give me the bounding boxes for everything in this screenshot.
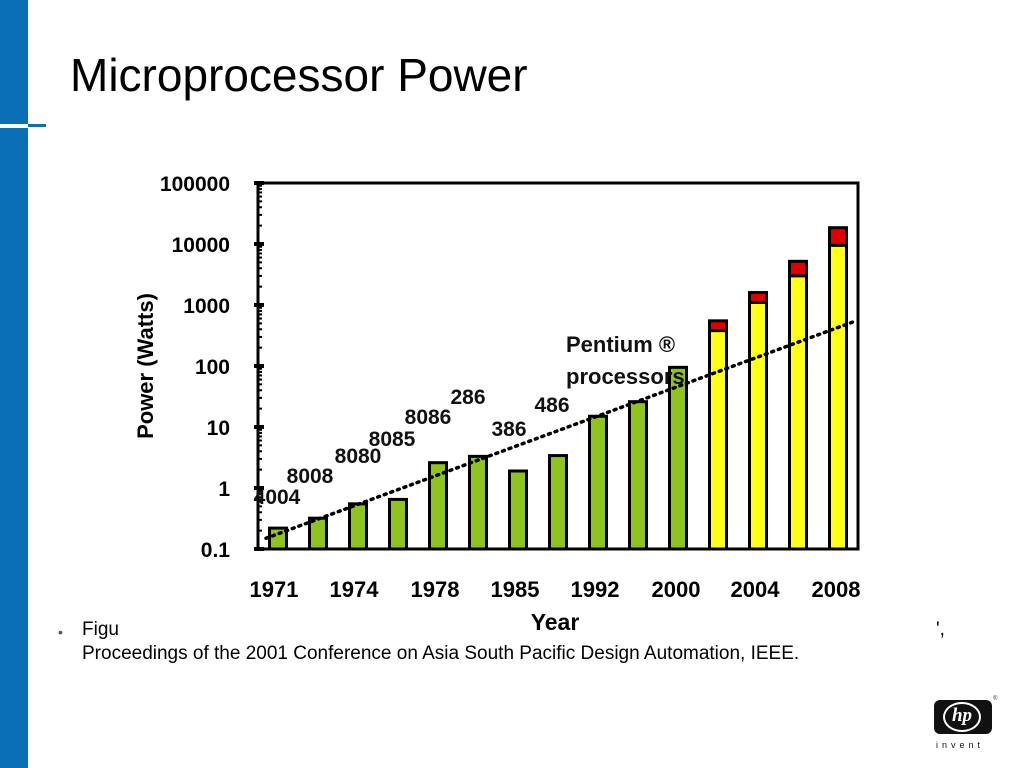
bar: [548, 454, 568, 551]
bar: [388, 497, 408, 551]
y-tick-label: 10000: [172, 234, 230, 257]
x-tick-label: 1985: [491, 577, 540, 602]
hp-logo: hp ® invent: [934, 696, 997, 750]
hp-badge: hp: [934, 700, 992, 734]
x-tick-label: 1974: [330, 577, 380, 602]
x-tick-label: 2004: [731, 577, 781, 602]
pentium-annotation-line2: processors: [566, 364, 685, 389]
x-tick-label: 2008: [812, 577, 861, 602]
left-accent-line: [28, 124, 46, 127]
bar: [428, 461, 448, 551]
caption-line-2: Proceedings of the 2001 Conference on As…: [82, 643, 800, 664]
hp-logo-icon: hp: [943, 702, 981, 732]
x-tick-label: 2000: [652, 577, 701, 602]
bullet-glyph: •: [58, 624, 63, 640]
pentium-annotation-line1: Pentium ®: [566, 332, 675, 357]
y-tick-label: 10: [207, 417, 230, 440]
y-tick-label: 100: [195, 356, 230, 379]
processor-label: 486: [534, 394, 569, 417]
bar: [588, 414, 608, 551]
processor-label: 8085: [369, 428, 416, 451]
hp-tagline: invent: [936, 740, 985, 750]
caption-line-1-tail: ',: [936, 619, 945, 640]
x-tick-label: 1992: [571, 577, 620, 602]
trend-line: [264, 319, 858, 541]
x-tick-label: 1971: [250, 577, 299, 602]
bar: [268, 526, 288, 551]
processor-label: 4004: [254, 486, 301, 509]
bar: [788, 274, 808, 551]
y-tick-label: 1: [218, 478, 230, 501]
caption-line-1: Figu: [82, 619, 119, 640]
bar: [508, 469, 528, 551]
bar: [708, 329, 728, 551]
left-accent-bar: [0, 0, 28, 768]
processor-label: 8086: [405, 406, 452, 429]
registered-mark: ®: [993, 696, 998, 702]
processor-label: 8008: [287, 465, 334, 488]
bar: [828, 243, 848, 551]
y-tick-label: 1000: [183, 295, 230, 318]
y-axis-label: Power (Watts): [133, 293, 158, 439]
left-accent-notch: [0, 124, 28, 128]
x-axis-label: Year: [531, 609, 580, 635]
y-tick-label: 100000: [160, 173, 230, 196]
y-tick-label: 0.1: [201, 539, 231, 562]
bar: [628, 400, 648, 551]
processor-label: 386: [491, 418, 526, 441]
x-tick-label: 1978: [411, 577, 460, 602]
bar: [748, 300, 768, 551]
slide-title: Microprocessor Power: [70, 49, 528, 101]
processor-label: 286: [450, 386, 485, 409]
processor-label: 8080: [335, 445, 382, 468]
bar: [668, 365, 688, 551]
bar: [348, 502, 368, 551]
bar: [468, 454, 488, 551]
